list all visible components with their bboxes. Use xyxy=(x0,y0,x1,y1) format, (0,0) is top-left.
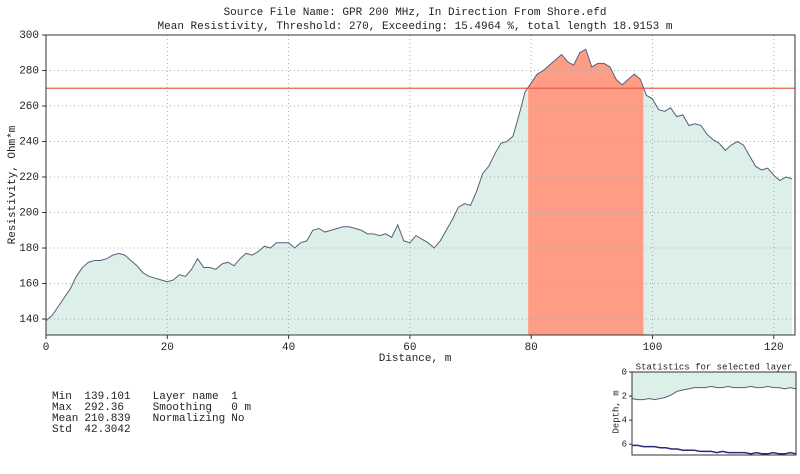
y-tick-label: 220 xyxy=(19,172,39,184)
y-tick-label: 300 xyxy=(19,30,39,42)
chart-subtitle: Mean Resistivity, Threshold: 270, Exceed… xyxy=(158,21,673,33)
stats-row: Std 42.3042 xyxy=(52,425,257,436)
inset-y-tick-label: 2 xyxy=(622,391,627,401)
stats-cell: Smoothing xyxy=(152,402,213,414)
stats-cell: 0 m xyxy=(231,402,252,414)
stats-row: Max 292.36 Smoothing 0 m xyxy=(52,403,257,414)
stats-cell: Min xyxy=(52,391,72,403)
stats-cell: 1 xyxy=(231,391,238,403)
stats-cell: 210.839 xyxy=(84,413,131,425)
inset-line xyxy=(631,385,797,401)
y-tick-label: 260 xyxy=(19,101,39,113)
stats-cell: 292.36 xyxy=(84,402,125,414)
x-tick-label: 80 xyxy=(525,342,538,354)
inset-y-tick-label: 4 xyxy=(622,415,627,425)
x-tick-label: 120 xyxy=(764,342,784,354)
stats-cell: Normalizing xyxy=(152,413,226,425)
y-tick-label: 200 xyxy=(19,207,39,219)
stats-cell: Std xyxy=(52,424,72,436)
plot-frame xyxy=(45,34,796,336)
stats-row: Mean 210.839 Normalizing No xyxy=(52,414,257,425)
inset-y-label: Depth, m xyxy=(611,390,621,433)
x-tick-label: 60 xyxy=(403,342,416,354)
y-tick-label: 280 xyxy=(19,65,39,77)
x-tick-label: 20 xyxy=(161,342,174,354)
inset-line xyxy=(632,444,797,455)
inset-frame xyxy=(631,371,797,456)
chart-title: Source File Name: GPR 200 MHz, In Direct… xyxy=(224,7,607,19)
y-tick-label: 180 xyxy=(19,243,39,255)
stats-row: Min 139.101 Layer name 1 xyxy=(52,392,257,403)
highlight-area xyxy=(528,49,644,335)
y-axis-label: Resistivity, Ohm*m xyxy=(7,125,19,244)
inset-title: Statistics for selected layer xyxy=(636,362,793,372)
area-fill xyxy=(46,49,792,336)
stats-cell: No xyxy=(231,413,245,425)
x-axis-label: Distance, m xyxy=(379,353,452,365)
stats-cell: Layer name xyxy=(152,391,219,403)
x-tick-label: 100 xyxy=(643,342,663,354)
y-tick-label: 140 xyxy=(19,314,39,326)
x-tick-label: 0 xyxy=(43,342,50,354)
stats-cell: 42.3042 xyxy=(84,424,131,436)
y-tick-label: 160 xyxy=(19,278,39,290)
stats-cell: 139.101 xyxy=(84,391,131,403)
x-tick-label: 40 xyxy=(282,342,295,354)
inset-area xyxy=(632,372,796,400)
stats-table: Min 139.101 Layer name 1 Max 292.36 Smoothing 0… xyxy=(52,392,257,436)
inset-y-tick-label: 6 xyxy=(622,440,627,450)
stats-cell: Mean xyxy=(52,413,79,425)
y-tick-label: 240 xyxy=(19,136,39,148)
inset-y-tick-label: 0 xyxy=(622,367,627,377)
stats-cell: Max xyxy=(52,402,72,414)
resistivity-line xyxy=(45,48,793,322)
